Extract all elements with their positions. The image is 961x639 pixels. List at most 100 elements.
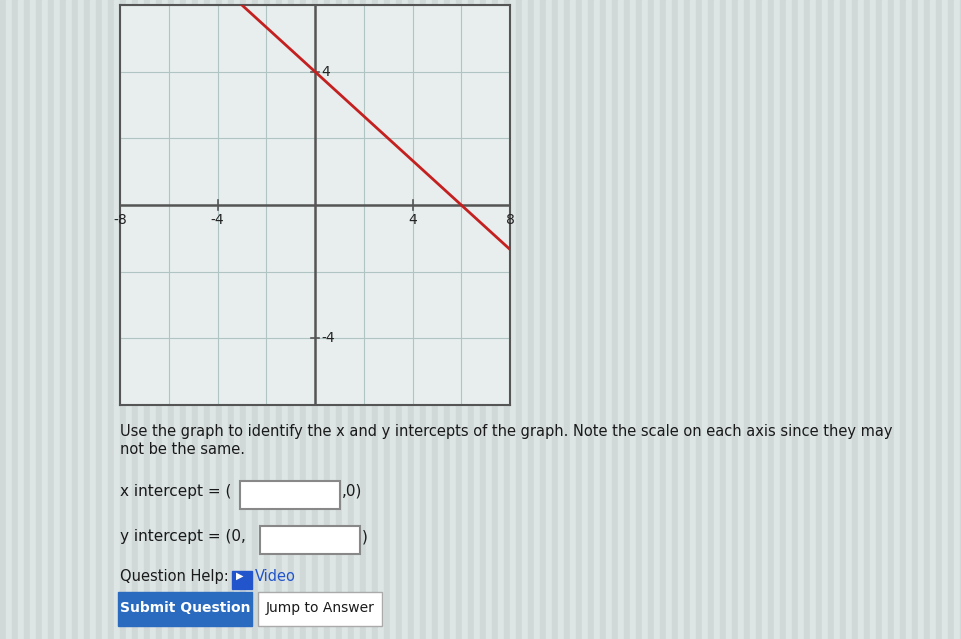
FancyBboxPatch shape	[240, 481, 340, 509]
Bar	[102, 0, 108, 639]
Bar	[504, 0, 510, 639]
Bar	[732, 0, 738, 639]
Bar	[120, 0, 126, 639]
FancyBboxPatch shape	[260, 526, 360, 554]
FancyBboxPatch shape	[118, 592, 252, 626]
Bar	[876, 0, 882, 639]
Bar	[96, 0, 102, 639]
Bar	[498, 0, 504, 639]
Bar	[594, 0, 600, 639]
Text: Jump to Answer: Jump to Answer	[265, 601, 375, 615]
Bar	[708, 0, 714, 639]
Bar	[48, 0, 54, 639]
Bar	[720, 0, 726, 639]
Bar	[444, 0, 450, 639]
Bar	[330, 0, 336, 639]
Text: ): )	[362, 529, 368, 544]
Bar	[0, 0, 6, 639]
Bar	[696, 0, 702, 639]
Text: y intercept = (0,: y intercept = (0,	[120, 529, 246, 544]
Bar	[366, 0, 372, 639]
Bar	[804, 0, 810, 639]
Bar	[438, 0, 444, 639]
Bar	[324, 0, 330, 639]
Bar	[954, 0, 960, 639]
Bar	[792, 0, 798, 639]
Bar	[576, 0, 582, 639]
Bar	[234, 0, 240, 639]
Bar	[618, 0, 624, 639]
Bar	[18, 0, 24, 639]
Bar	[306, 0, 312, 639]
Bar	[354, 0, 360, 639]
Bar	[276, 0, 282, 639]
Bar	[318, 0, 324, 639]
Bar	[480, 0, 486, 639]
Bar	[450, 0, 456, 639]
Bar	[72, 0, 78, 639]
Bar	[642, 0, 648, 639]
Bar	[774, 0, 780, 639]
Bar	[78, 0, 84, 639]
Bar	[882, 0, 888, 639]
Bar	[426, 0, 432, 639]
Bar	[780, 0, 786, 639]
Bar	[660, 0, 666, 639]
Bar	[186, 0, 192, 639]
Bar	[840, 0, 846, 639]
Bar	[288, 0, 294, 639]
Text: -4: -4	[321, 332, 334, 345]
Bar	[672, 0, 678, 639]
Bar	[162, 0, 168, 639]
Bar	[198, 0, 204, 639]
Bar	[24, 0, 30, 639]
Bar	[432, 0, 438, 639]
Bar	[606, 0, 612, 639]
Bar	[768, 0, 774, 639]
Bar	[264, 0, 270, 639]
Bar	[42, 0, 48, 639]
Bar	[624, 0, 630, 639]
Text: Submit Question: Submit Question	[120, 601, 250, 615]
Bar	[114, 0, 120, 639]
Bar	[678, 0, 684, 639]
Text: 4: 4	[321, 65, 330, 79]
Bar	[126, 0, 132, 639]
Bar	[336, 0, 342, 639]
Bar	[930, 0, 936, 639]
Bar	[522, 0, 528, 639]
FancyBboxPatch shape	[258, 592, 382, 626]
Bar	[738, 0, 744, 639]
Bar	[144, 0, 150, 639]
Bar	[600, 0, 606, 639]
Bar	[534, 0, 540, 639]
Bar	[756, 0, 762, 639]
Bar	[762, 0, 768, 639]
Bar	[894, 0, 900, 639]
Text: not be the same.: not be the same.	[120, 442, 245, 457]
Bar	[138, 0, 144, 639]
Bar	[714, 0, 720, 639]
Bar	[942, 0, 948, 639]
Bar	[312, 0, 318, 639]
Bar	[636, 0, 642, 639]
Bar	[108, 0, 114, 639]
Bar	[870, 0, 876, 639]
Bar	[360, 0, 366, 639]
Bar	[192, 0, 198, 639]
Bar	[228, 0, 234, 639]
Bar	[462, 0, 468, 639]
Bar	[546, 0, 552, 639]
Bar	[30, 0, 36, 639]
Bar	[168, 0, 174, 639]
Bar	[240, 0, 246, 639]
Bar	[180, 0, 186, 639]
FancyBboxPatch shape	[232, 571, 252, 589]
Bar	[834, 0, 840, 639]
Bar	[744, 0, 750, 639]
Bar	[468, 0, 474, 639]
Bar	[174, 0, 180, 639]
Bar	[666, 0, 672, 639]
Bar	[582, 0, 588, 639]
Bar	[150, 0, 156, 639]
